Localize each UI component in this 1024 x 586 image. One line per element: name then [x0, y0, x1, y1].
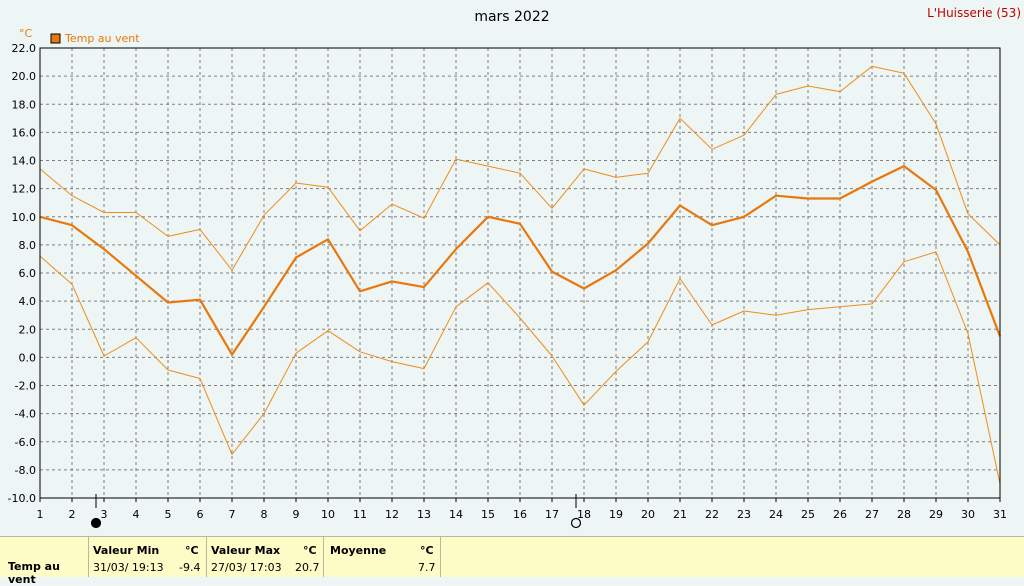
x-tick-label: 27 [865, 508, 879, 521]
series-line-max [39, 65, 1001, 271]
x-tick-label: 24 [769, 508, 783, 521]
x-tick-label: 16 [513, 508, 527, 521]
min-unit: °C [185, 544, 199, 557]
x-tick-label: 20 [641, 508, 655, 521]
min-value: -9.4 [179, 561, 201, 574]
x-tick-label: 21 [673, 508, 687, 521]
y-tick-label: 4.0 [19, 295, 37, 308]
x-tick-label: 19 [609, 508, 623, 521]
x-tick-label: 3 [101, 508, 108, 521]
x-tick-label: 7 [229, 508, 236, 521]
y-tick-label: -8.0 [15, 464, 36, 477]
x-tick-label: 5 [165, 508, 172, 521]
y-tick-label: 2.0 [19, 323, 37, 336]
y-tick-label: 22.0 [12, 42, 37, 55]
max-unit: °C [303, 544, 317, 557]
footer-max-cell: Valeur Max °C 27/03/ 17:03 20.7 [207, 537, 324, 577]
y-axis-labels: 22.0 20.0 18.0 16.0 14.0 12.0 10.0 8.0 6.0 4.0 2.0… [8, 42, 36, 505]
x-tick-label: 13 [417, 508, 431, 521]
x-tick-label: 4 [133, 508, 140, 521]
max-header: Valeur Max [211, 544, 281, 557]
legend-swatch [50, 33, 61, 44]
station-name: L'Huisserie (53) [927, 6, 1021, 20]
y-tick-label: 6.0 [19, 267, 37, 280]
series-line-mean [39, 165, 1002, 356]
x-tick-label: 28 [897, 508, 911, 521]
grid [40, 48, 1000, 498]
x-tick-label: 1 [37, 508, 44, 521]
y-tick-label: 0.0 [19, 351, 37, 364]
y-tick-label: 14.0 [12, 155, 37, 168]
full-moon-icon [570, 517, 582, 529]
x-tick-label: 10 [321, 508, 335, 521]
x-tick-label: 15 [481, 508, 495, 521]
y-tick-label: 12.0 [12, 183, 37, 196]
legend-label: Temp au vent [64, 32, 140, 45]
series-line-min [39, 251, 1001, 485]
plot-frame [39, 47, 1001, 499]
y-tick-label: 10.0 [12, 211, 37, 224]
series-lines [39, 65, 1002, 485]
x-tick-label: 31 [993, 508, 1007, 521]
x-tick-label: 12 [385, 508, 399, 521]
y-tick-label: -6.0 [15, 436, 36, 449]
mean-value: 7.7 [418, 561, 436, 574]
chart-title: mars 2022 [474, 9, 549, 25]
y-tick-label: -10.0 [8, 492, 36, 505]
min-datetime: 31/03/ 19:13 [93, 561, 164, 574]
x-tick-label: 23 [737, 508, 751, 521]
y-axis-unit: °C [19, 27, 33, 40]
min-header: Valeur Min [93, 544, 160, 557]
max-value: 20.7 [295, 561, 320, 574]
footer-mean-cell: Moyenne °C 7.7 [324, 537, 441, 577]
x-tick-label: 25 [801, 508, 815, 521]
x-tick-label: 22 [705, 508, 719, 521]
moon-phase-markers [90, 494, 582, 529]
mean-unit: °C [420, 544, 434, 557]
x-tick-label: 26 [833, 508, 847, 521]
x-tick-label: 29 [929, 508, 943, 521]
x-axis-labels: 1 2 3 4 5 6 7 8 9 10 11 12 13 14 15 16 17 18 19 20 21 22 23 24 2… [37, 498, 1007, 521]
max-datetime: 27/03/ 17:03 [211, 561, 282, 574]
y-tick-label: -4.0 [15, 408, 36, 421]
temperature-chart: mars 2022 L'Huisserie (53) °C Temp au ve… [8, 6, 1021, 529]
x-tick-label: 6 [197, 508, 204, 521]
x-tick-label: 2 [69, 508, 76, 521]
x-tick-label: 18 [577, 508, 591, 521]
footer-series-name: Temp au vent [8, 560, 60, 586]
y-tick-label: -2.0 [15, 380, 36, 393]
x-tick-label: 14 [449, 508, 463, 521]
y-tick-label: 8.0 [19, 239, 37, 252]
x-tick-label: 8 [261, 508, 268, 521]
x-tick-label: 30 [961, 508, 975, 521]
x-tick-label: 11 [353, 508, 367, 521]
y-tick-label: 18.0 [12, 98, 37, 111]
x-tick-label: 9 [293, 508, 300, 521]
y-tick-label: 20.0 [12, 70, 37, 83]
x-tick-label: 17 [545, 508, 559, 521]
footer-series-cell: Temp au vent [0, 537, 89, 586]
stats-footer: Temp au vent Valeur Min °C 31/03/ 19:13 … [0, 536, 1024, 586]
mean-header: Moyenne [330, 544, 387, 557]
y-tick-label: 16.0 [12, 126, 37, 139]
footer-min-cell: Valeur Min °C 31/03/ 19:13 -9.4 [89, 537, 207, 577]
new-moon-icon [90, 517, 102, 529]
